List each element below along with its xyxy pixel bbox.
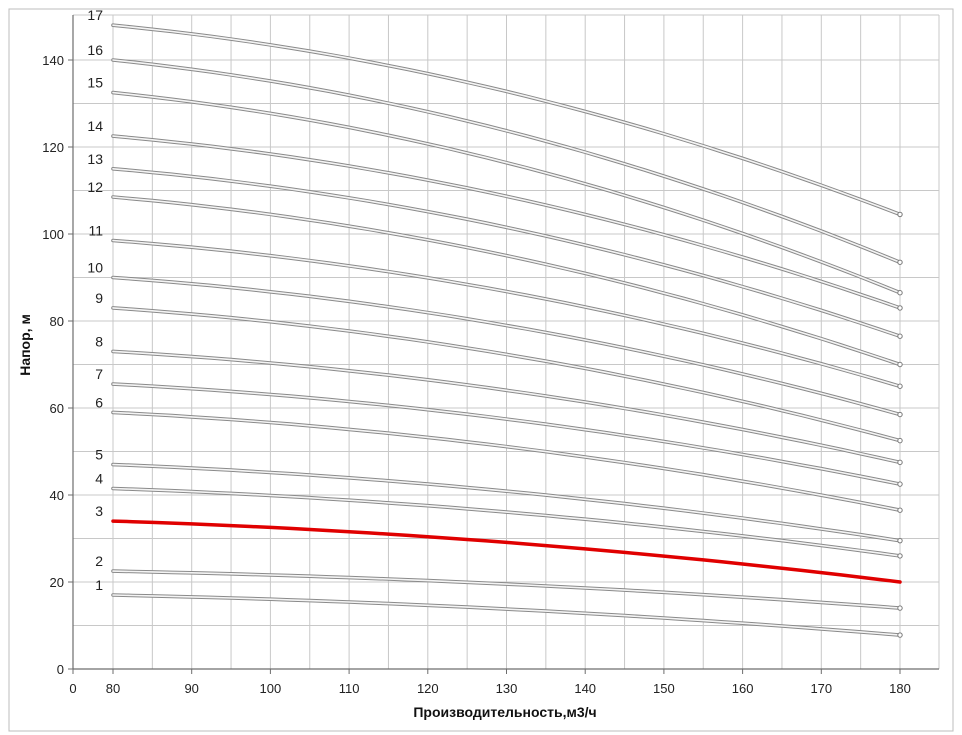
y-tick-label: 60 xyxy=(50,401,64,416)
x-tick-label: 110 xyxy=(339,681,360,696)
curve-12 xyxy=(112,196,901,366)
curve-16 xyxy=(112,59,901,264)
curve-end-marker xyxy=(897,211,903,218)
curve-3 xyxy=(111,519,902,584)
x-tick-label: 130 xyxy=(496,681,518,696)
y-tick-label: 80 xyxy=(50,314,64,329)
curves xyxy=(111,23,903,638)
x-tick-label: 120 xyxy=(417,681,439,696)
x-tick-label: 80 xyxy=(106,681,120,696)
curve-5 xyxy=(112,463,901,542)
curve-4 xyxy=(112,487,901,557)
curve-label-3: 3 xyxy=(95,503,103,519)
curve-label-9: 9 xyxy=(95,290,103,306)
x-tick-label: 100 xyxy=(260,681,282,696)
curve-label-14: 14 xyxy=(87,118,103,134)
curve-label-16: 16 xyxy=(87,42,103,58)
curve-8 xyxy=(112,350,901,464)
x-tick-label: 90 xyxy=(184,681,198,696)
x-tick-label: 140 xyxy=(574,681,596,696)
y-tick-label: 120 xyxy=(42,140,64,155)
curve-end-marker xyxy=(897,459,903,466)
curve-14 xyxy=(112,135,901,309)
curve-end-marker xyxy=(897,537,903,544)
curve-end-marker xyxy=(897,553,903,559)
curve-15 xyxy=(112,91,901,294)
curve-9 xyxy=(112,307,901,442)
curve-end-marker xyxy=(897,507,903,513)
curve-label-11: 11 xyxy=(88,223,103,239)
curve-end-marker xyxy=(897,305,903,311)
curve-10 xyxy=(112,276,901,416)
y-tick-label: 100 xyxy=(42,227,64,242)
chart-outer-border xyxy=(8,8,954,732)
curve-11 xyxy=(112,239,901,388)
curve-label-1: 1 xyxy=(95,577,103,593)
x-tick-label: 180 xyxy=(889,681,911,696)
curve-7 xyxy=(112,383,901,485)
curve-2 xyxy=(112,570,901,609)
curve-end-marker xyxy=(897,361,903,368)
x-tick-label: 170 xyxy=(810,681,832,696)
curve-end-marker xyxy=(897,605,903,611)
y-tick-label: 20 xyxy=(50,575,64,590)
x-tick-label: 160 xyxy=(732,681,754,696)
curve-label-12: 12 xyxy=(87,179,103,195)
curve-label-8: 8 xyxy=(95,333,103,349)
y-tick-label: 0 xyxy=(57,662,64,677)
curve-1 xyxy=(112,594,901,636)
x-tick-label: 0 xyxy=(69,681,76,696)
x-axis-title: Производительность,м3/ч xyxy=(413,704,596,720)
curve-end-marker xyxy=(897,411,903,418)
curve-label-15: 15 xyxy=(87,75,103,91)
y-tick-label: 140 xyxy=(42,53,64,68)
curve-6 xyxy=(112,411,901,511)
curve-end-marker xyxy=(897,259,903,265)
curve-label-7: 7 xyxy=(95,366,103,382)
curve-end-marker xyxy=(897,290,903,296)
curve-end-marker xyxy=(897,333,903,339)
grid xyxy=(72,14,940,670)
curve-end-marker xyxy=(897,632,903,638)
curve-end-marker xyxy=(897,481,903,487)
curve-end-marker xyxy=(897,437,903,444)
curve-label-17: 17 xyxy=(87,7,103,23)
curve-label-10: 10 xyxy=(87,260,103,276)
x-tick-label: 150 xyxy=(653,681,675,696)
curve-17 xyxy=(112,24,901,216)
y-tick-label: 40 xyxy=(50,488,64,503)
curve-label-2: 2 xyxy=(95,553,103,569)
curve-end-marker xyxy=(897,383,903,389)
curve-label-6: 6 xyxy=(95,394,103,410)
curve-label-13: 13 xyxy=(87,151,103,167)
curve-13 xyxy=(112,168,901,337)
y-axis-title: Напор, м xyxy=(17,314,33,376)
curve-label-5: 5 xyxy=(95,447,103,463)
curve-label-4: 4 xyxy=(95,470,103,486)
